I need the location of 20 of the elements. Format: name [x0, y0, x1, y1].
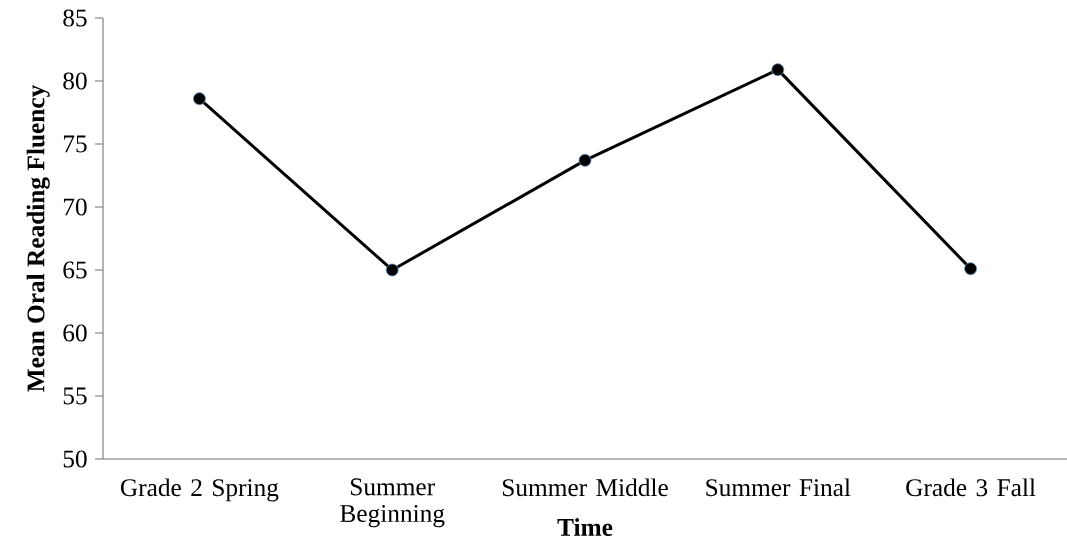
x-tick-label: Grade 2 Spring	[120, 478, 279, 502]
x-tick-label: Grade 3 Fall	[906, 478, 1036, 497]
point	[578, 153, 592, 167]
point	[771, 63, 785, 77]
point	[385, 263, 399, 277]
x-tick-label: Summer Beginning	[340, 478, 445, 528]
y-tick-label: 75	[63, 135, 87, 153]
point	[964, 262, 977, 276]
x-tick-label: Summer Middle	[502, 478, 668, 497]
y-tick-label: 70	[63, 198, 87, 216]
y-tick-label: 85	[63, 9, 87, 27]
y-tick-label: 65	[63, 261, 87, 279]
x-tick-label: Summer Final	[706, 478, 851, 497]
y-tick-label: 80	[63, 72, 87, 90]
y-axis-title: Mean Oral Reading Fluency	[26, 84, 50, 392]
x-axis-title: Time	[557, 518, 613, 536]
y-tick-label: 50	[63, 450, 87, 468]
y-tick-label: 55	[63, 387, 87, 405]
point	[193, 92, 206, 106]
y-tick-label: 60	[63, 324, 87, 342]
